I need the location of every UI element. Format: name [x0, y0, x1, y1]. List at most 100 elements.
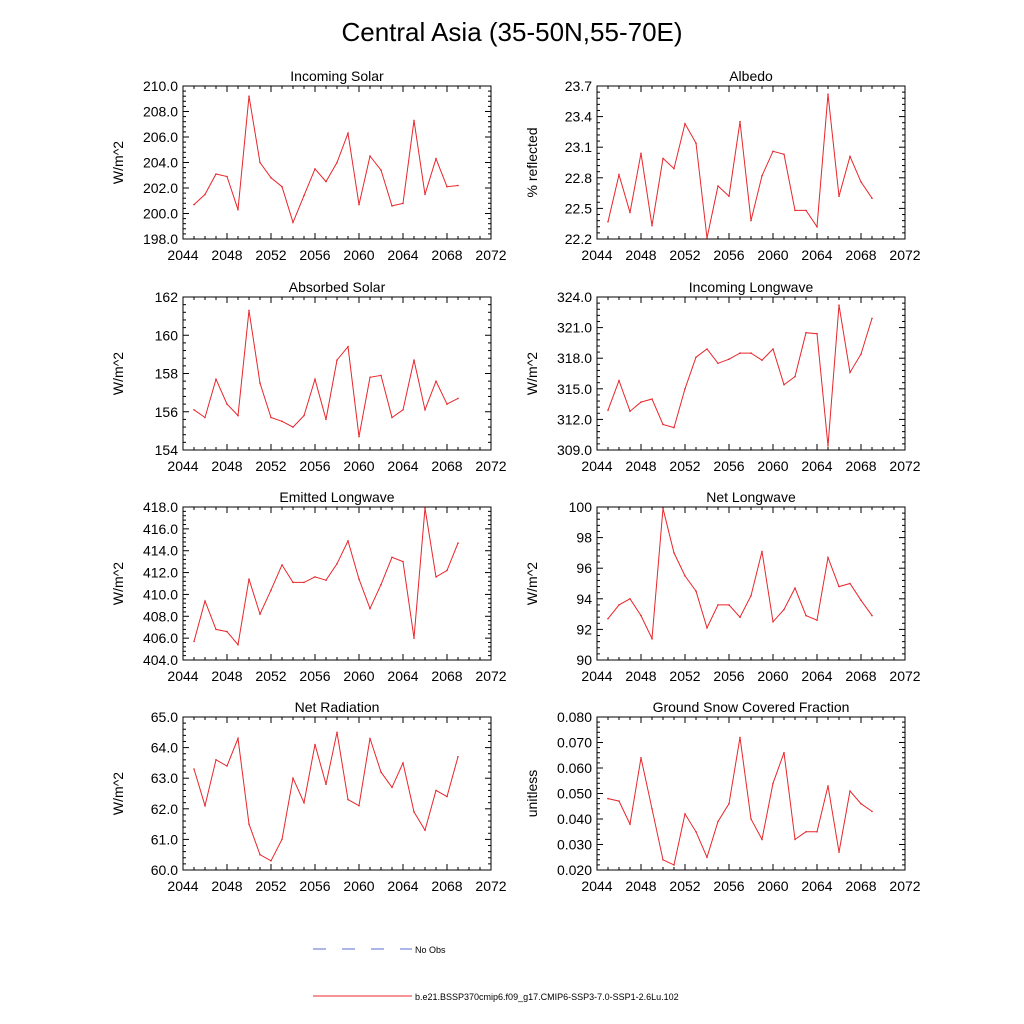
data-point — [717, 604, 719, 606]
y-tick-label: 22.8 — [565, 170, 592, 186]
data-point — [215, 173, 217, 175]
data-point — [314, 168, 316, 170]
data-point — [827, 93, 829, 95]
data-point — [248, 309, 250, 312]
y-tick-label: 94 — [576, 591, 592, 607]
data-point — [860, 599, 862, 602]
data-point — [827, 445, 829, 447]
data-point — [248, 823, 250, 825]
y-tick-label: 321.0 — [557, 320, 592, 336]
data-point — [369, 607, 371, 610]
x-tick-label: 2052 — [669, 668, 700, 684]
data-point — [761, 550, 763, 553]
data-point — [761, 175, 763, 177]
data-point — [347, 132, 349, 134]
data-point — [380, 374, 382, 377]
data-point — [226, 630, 228, 633]
x-tick-label: 2052 — [669, 247, 700, 263]
panel-title: Albedo — [729, 68, 773, 84]
data-point — [259, 161, 261, 164]
y-tick-label: 206.0 — [143, 129, 178, 145]
data-point — [849, 790, 851, 792]
data-point — [215, 628, 217, 631]
x-tick-label: 2044 — [581, 668, 612, 684]
y-tick-label: 200.0 — [143, 206, 178, 222]
data-point — [424, 829, 426, 831]
x-tick-label: 2068 — [431, 668, 462, 684]
x-tick-label: 2056 — [713, 458, 744, 474]
y-tick-label: 0.020 — [557, 862, 592, 878]
panel-net-longwave: Net Longwave W/m^2 2044 2048 2052 2056 2060 206… — [524, 489, 921, 684]
data-point — [413, 359, 415, 361]
panel-title: Incoming Solar — [290, 68, 384, 84]
data-point — [325, 180, 327, 183]
x-tick-label: 2072 — [475, 878, 506, 894]
y-tick-label: 23.7 — [565, 78, 592, 94]
y-tick-label: 406.0 — [143, 630, 178, 646]
data-point — [270, 177, 272, 179]
y-tick-label: 90 — [576, 652, 592, 668]
y-tick-label: 210.0 — [143, 78, 178, 94]
data-point — [750, 352, 752, 354]
x-tick-label: 2056 — [713, 878, 744, 894]
y-axis-label: W/m^2 — [110, 352, 126, 395]
x-tick-label: 2064 — [801, 247, 832, 263]
series-line — [193, 732, 459, 862]
data-point — [772, 150, 774, 153]
x-tick-label: 2056 — [713, 247, 744, 263]
data-point — [618, 173, 620, 176]
data-point — [805, 831, 807, 833]
plot-frame — [596, 716, 906, 871]
data-point — [457, 756, 459, 758]
y-tick-label: 63.0 — [151, 770, 178, 786]
data-point — [794, 209, 796, 212]
y-tick-label: 162 — [155, 289, 179, 305]
series-line — [607, 94, 873, 239]
data-point — [838, 195, 840, 197]
data-point — [618, 604, 620, 606]
data-point — [728, 195, 730, 197]
series-line — [193, 508, 459, 646]
data-point — [281, 420, 283, 423]
data-point — [629, 823, 631, 825]
data-point — [336, 731, 338, 734]
y-tick-label: 418.0 — [143, 499, 178, 515]
y-axis-label: unitless — [524, 770, 540, 817]
y-tick-label: 309.0 — [557, 442, 592, 458]
plot-frame — [596, 85, 906, 240]
data-point — [435, 789, 437, 792]
y-tick-label: 22.5 — [565, 200, 592, 216]
y-tick-label: 208.0 — [143, 104, 178, 120]
x-tick-label: 2048 — [625, 247, 656, 263]
data-point — [358, 435, 360, 438]
data-point — [673, 167, 675, 170]
x-tick-label: 2068 — [431, 458, 462, 474]
data-point — [684, 388, 686, 390]
data-point — [457, 542, 459, 544]
y-tick-label: 23.4 — [565, 109, 592, 125]
x-tick-label: 2044 — [581, 458, 612, 474]
data-point — [717, 820, 719, 823]
data-point — [739, 736, 741, 739]
y-tick-label: 65.0 — [151, 709, 178, 725]
data-point — [871, 317, 873, 320]
x-tick-label: 2056 — [299, 247, 330, 263]
data-point — [347, 540, 349, 542]
data-point — [380, 771, 382, 773]
data-point — [816, 226, 818, 228]
data-point — [303, 581, 305, 584]
panel-absorbed-solar: Absorbed Solar W/m^2 2044 2048 2052 2056 2060 2… — [110, 279, 507, 474]
data-point — [739, 120, 741, 123]
x-tick-label: 2064 — [387, 458, 418, 474]
y-tick-label: 318.0 — [557, 350, 592, 366]
data-point — [215, 378, 217, 381]
data-point — [358, 578, 360, 580]
y-tick-label: 412.0 — [143, 565, 178, 581]
data-point — [728, 802, 730, 805]
data-point — [314, 576, 316, 578]
x-tick-label: 2072 — [475, 668, 506, 684]
data-point — [413, 811, 415, 813]
x-tick-label: 2044 — [581, 247, 612, 263]
x-tick-label: 2048 — [211, 458, 242, 474]
y-tick-label: 158 — [155, 366, 179, 382]
